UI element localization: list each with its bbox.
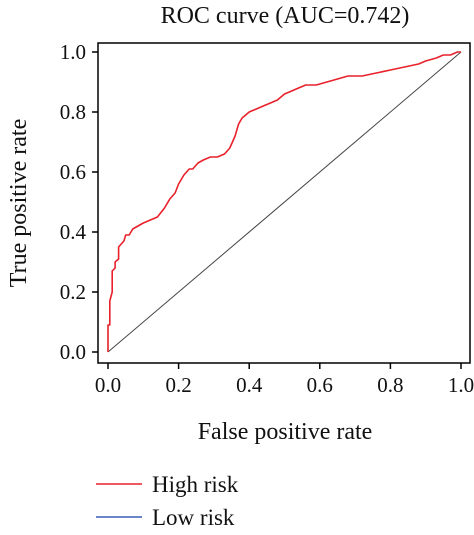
x-axis: 0.0 0.2 0.4 0.6 0.8 1.0 xyxy=(95,363,474,397)
x-tick-label: 0.0 xyxy=(95,373,121,397)
x-tick-label: 0.2 xyxy=(165,373,191,397)
legend-label: High risk xyxy=(152,472,239,497)
plot-frame xyxy=(97,42,471,364)
x-tick-label: 1.0 xyxy=(448,373,474,397)
y-tick-label: 1.0 xyxy=(60,40,86,64)
x-tick-label: 0.8 xyxy=(377,373,403,397)
y-tick-label: 0.0 xyxy=(60,340,86,364)
legend-label: Low risk xyxy=(152,505,235,530)
x-tick-label: 0.6 xyxy=(307,373,333,397)
y-axis: 0.0 0.2 0.4 0.6 0.8 1.0 xyxy=(60,40,98,364)
y-tick-label: 0.8 xyxy=(60,100,86,124)
y-tick-label: 0.6 xyxy=(60,160,86,184)
y-axis-label: True positive rate xyxy=(6,119,32,287)
chart-title: ROC curve (AUC=0.742) xyxy=(161,3,410,29)
y-tick-label: 0.4 xyxy=(60,220,87,244)
y-tick-label: 0.2 xyxy=(60,280,86,304)
series-line-1 xyxy=(107,51,461,352)
x-axis-label: False positive rate xyxy=(198,419,373,445)
series-layer xyxy=(107,51,461,352)
legend: High risk Low risk xyxy=(96,472,239,530)
x-tick-label: 0.4 xyxy=(236,373,263,397)
reference-diagonal xyxy=(107,51,462,353)
